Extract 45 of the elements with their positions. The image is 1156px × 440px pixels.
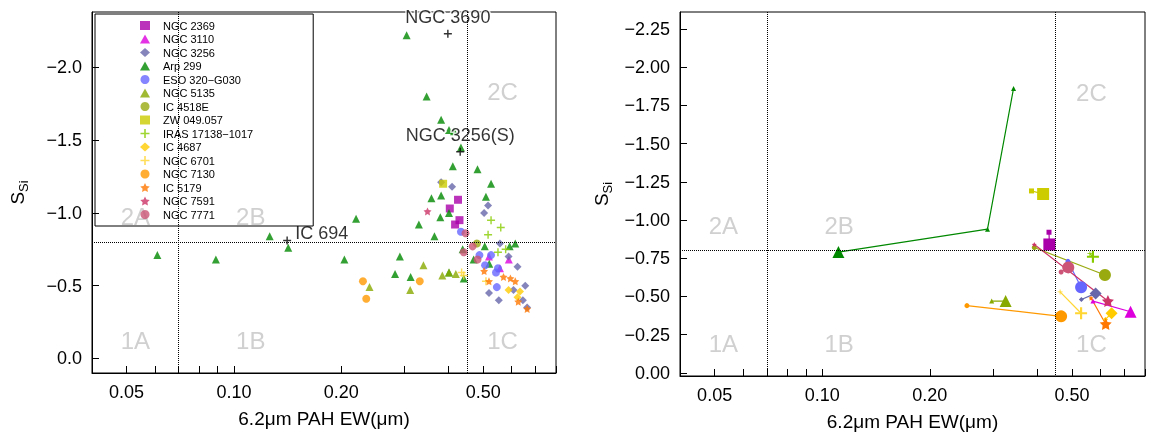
y-tick-label: 0.00 <box>634 362 670 383</box>
legend-label: NGC 3256 <box>163 46 215 59</box>
x-axis-title: 6.2μm PAH EW(μm) <box>826 411 999 432</box>
y-tick-label: −0.50 <box>624 286 670 307</box>
x-axis-title: 6.2μm PAH EW(μm) <box>238 408 410 429</box>
legend-label: NGC 7130 <box>163 168 215 180</box>
x-tick-label: 0.10 <box>216 382 252 402</box>
legend-label: NGC 7591 <box>163 195 215 207</box>
legend-label: NGC 2369 <box>163 19 215 32</box>
x-tick-label: 0.05 <box>109 382 145 402</box>
data-label: NGC 3256(S) <box>405 124 515 145</box>
x-tick-label: 0.10 <box>804 385 840 405</box>
legend-label: IC 4518E <box>163 100 209 113</box>
y-tick-label: −1.5 <box>46 130 82 151</box>
legend-label: IC 4687 <box>163 141 202 153</box>
y-tick-label: −2.0 <box>46 57 82 78</box>
y-tick-label: −0.5 <box>46 275 82 296</box>
y-tick-label: 0.0 <box>56 348 82 369</box>
x-tick-label: 0.50 <box>1054 385 1090 405</box>
y-tick-label: −1.25 <box>624 171 670 192</box>
y-tick-label: −2.25 <box>624 18 670 39</box>
legend-label: NGC 7771 <box>163 208 215 221</box>
x-tick-label: 0.05 <box>697 385 733 405</box>
legend-label: ESO 320−G030 <box>163 73 241 86</box>
y-tick-label: −1.0 <box>46 202 82 223</box>
legend-label: NGC 6701 <box>163 154 215 167</box>
legend-label: NGC 3110 <box>163 33 215 45</box>
x-tick-label: 0.20 <box>912 385 948 405</box>
x-tick-label: 0.50 <box>465 382 501 402</box>
x-tick-label: 0.20 <box>323 382 359 402</box>
legend-label: ZW 049.057 <box>163 114 223 126</box>
y-tick-label: −0.25 <box>624 324 670 345</box>
y-tick-label: −1.75 <box>624 95 670 116</box>
legend-label: IC 5179 <box>163 181 202 194</box>
y-axis-title: SSi <box>590 181 615 207</box>
legend-label: NGC 5135 <box>163 87 215 99</box>
legend-label: Arp 299 <box>163 60 202 72</box>
data-label: NGC 3690 <box>405 6 491 27</box>
data-label: IC 694 <box>295 222 349 243</box>
y-tick-label: −1.00 <box>624 210 670 230</box>
y-tick-label: −1.50 <box>624 133 670 154</box>
y-tick-label: −2.00 <box>624 57 670 78</box>
legend-label: IRAS 17138−1017 <box>163 127 254 140</box>
y-axis-title: SSi <box>7 180 31 205</box>
y-tick-label: −0.75 <box>624 248 670 269</box>
